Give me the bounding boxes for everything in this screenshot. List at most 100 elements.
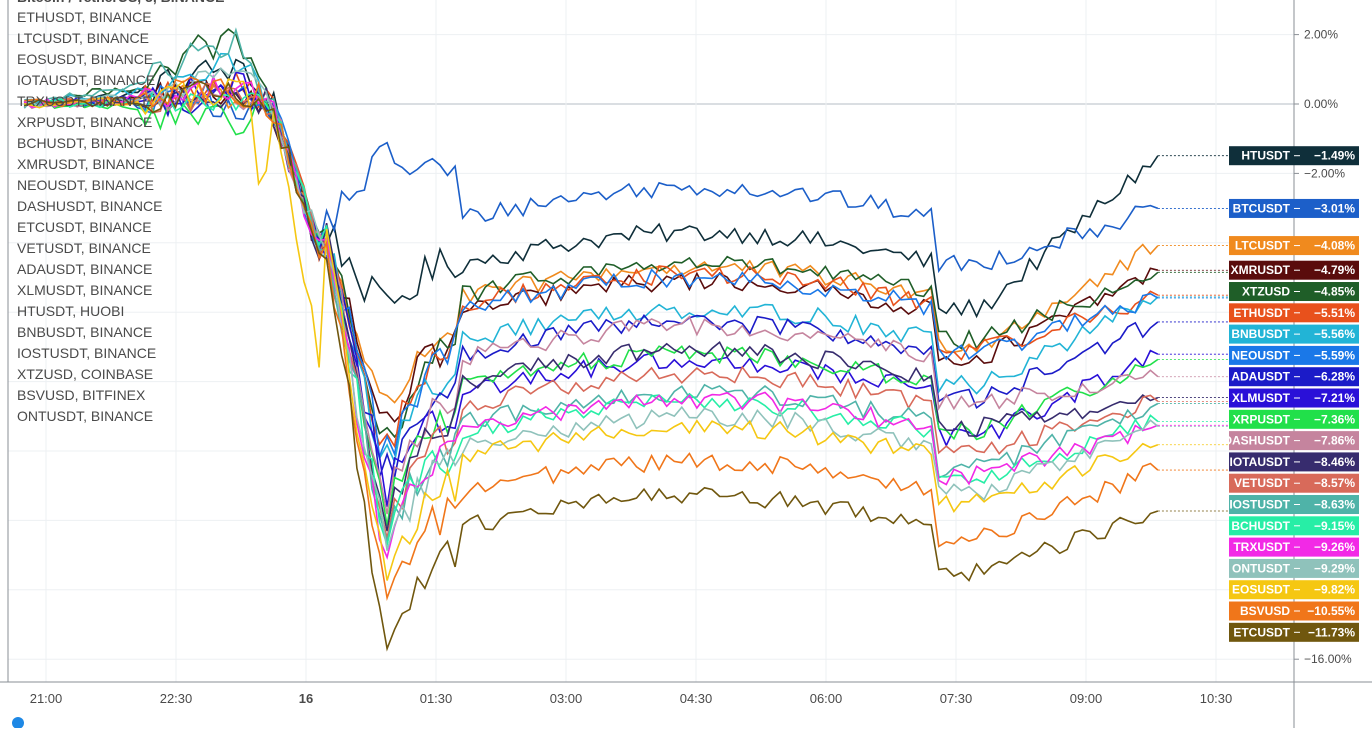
legend-item[interactable]: ETHUSDT, BINANCE bbox=[17, 9, 152, 25]
tag-series-name: XRPUSDT bbox=[1233, 412, 1291, 426]
price-tag-ethusdt: ETHUSDT −5.51% bbox=[1157, 294, 1359, 323]
y-tick-label: 0.00% bbox=[1304, 97, 1338, 111]
tag-value-box bbox=[1295, 345, 1359, 365]
series-line-iotausdt bbox=[23, 87, 1159, 532]
tag-name-box bbox=[1229, 282, 1295, 302]
price-tag-ltcusdt: LTCUSDT −4.08% bbox=[1157, 236, 1359, 256]
tag-series-value: −9.15% bbox=[1314, 519, 1355, 533]
series-line-eosusdt bbox=[24, 78, 1159, 581]
price-tag-xlmusdt: XLMUSDT −7.21% bbox=[1157, 353, 1359, 408]
series-line-xtzusd bbox=[23, 28, 1159, 439]
x-tick-label: 21:00 bbox=[30, 691, 63, 706]
tag-name-box bbox=[1229, 495, 1295, 515]
legend-item[interactable]: XTZUSD, COINBASE bbox=[17, 366, 153, 382]
tag-name-box bbox=[1229, 260, 1295, 280]
series-line-ontusdt bbox=[23, 67, 1159, 551]
legend-item[interactable]: HTUSDT, HUOBI bbox=[17, 303, 124, 319]
legend-item[interactable]: BSVUSD, BITFINEX bbox=[17, 387, 146, 403]
series-line-ethusdt bbox=[24, 70, 1159, 449]
series-line-vetusdt bbox=[23, 82, 1159, 539]
grid bbox=[8, 0, 1294, 682]
legend-item[interactable]: EOSUSDT, BINANCE bbox=[17, 51, 153, 67]
legend-item[interactable]: IOTAUSDT, BINANCE bbox=[17, 72, 155, 88]
tag-value-box bbox=[1295, 260, 1359, 280]
source-dot-icon bbox=[12, 717, 24, 729]
x-tick-label: 22:30 bbox=[160, 691, 193, 706]
tag-series-name: NEOUSDT bbox=[1231, 348, 1290, 362]
tag-series-value: −4.79% bbox=[1314, 263, 1355, 277]
price-tag-xrpusdt: XRPUSDT −7.36% bbox=[1157, 358, 1359, 429]
legend-item[interactable]: LTCUSDT, BINANCE bbox=[17, 30, 149, 46]
tag-series-value: −7.86% bbox=[1314, 434, 1355, 448]
price-tag-xmrusdt: XMRUSDT −4.79% bbox=[1157, 260, 1359, 280]
tag-series-name: ONTUSDT bbox=[1232, 561, 1291, 575]
legend-item[interactable]: ADAUSDT, BINANCE bbox=[17, 261, 152, 277]
tag-series-name: DASHUSDT bbox=[1223, 434, 1290, 448]
tag-series-value: −10.55% bbox=[1307, 604, 1355, 618]
tag-name-box bbox=[1229, 236, 1295, 256]
legend-item[interactable]: XLMUSDT, BINANCE bbox=[17, 282, 152, 298]
tag-series-name: TRXUSDT bbox=[1233, 540, 1290, 554]
tag-series-value: −6.28% bbox=[1314, 370, 1355, 384]
tag-name-box bbox=[1229, 367, 1295, 387]
tag-series-name: VETUSDT bbox=[1234, 476, 1291, 490]
tag-name-box bbox=[1229, 324, 1295, 344]
legend-item[interactable]: VETUSDT, BINANCE bbox=[17, 240, 151, 256]
price-tag-ontusdt: ONTUSDT −9.29% bbox=[1157, 425, 1359, 578]
legend-item[interactable]: ONTUSDT, BINANCE bbox=[17, 408, 153, 424]
series-line-bnbusdt bbox=[24, 52, 1159, 465]
price-tags: HTUSDT −1.49% BTCUSDT −3.01% LTCUSDT −4.08% XM… bbox=[1157, 146, 1359, 642]
legend-item[interactable]: BCHUSDT, BINANCE bbox=[17, 135, 153, 151]
legend-item[interactable]: TRXUSDT, BINANCE bbox=[17, 93, 152, 109]
y-tick-label: 2.00% bbox=[1304, 28, 1338, 42]
tag-series-value: −5.51% bbox=[1314, 306, 1355, 320]
tag-value-box bbox=[1295, 303, 1359, 323]
price-tag-adausdt: ADAUSDT −6.28% bbox=[1157, 321, 1359, 387]
tag-series-name: BTCUSDT bbox=[1233, 201, 1291, 215]
y-tick-label: −16.00% bbox=[1304, 652, 1352, 666]
tag-series-value: −1.49% bbox=[1314, 149, 1355, 163]
tag-name-box bbox=[1229, 146, 1295, 166]
tag-series-name: BCHUSDT bbox=[1231, 519, 1290, 533]
tag-series-name: XLMUSDT bbox=[1232, 391, 1291, 405]
x-tick-label: 03:00 bbox=[550, 691, 583, 706]
legend-item[interactable]: XMRUSDT, BINANCE bbox=[17, 156, 155, 172]
x-tick-label: 06:00 bbox=[810, 691, 843, 706]
tag-series-name: BNBUSDT bbox=[1231, 327, 1290, 341]
price-tag-trxusdt: TRXUSDT −9.26% bbox=[1157, 424, 1359, 557]
series-line-bchusdt bbox=[24, 90, 1159, 548]
legend-item[interactable]: DASHUSDT, BINANCE bbox=[17, 198, 162, 214]
tag-series-name: IOTAUSDT bbox=[1230, 455, 1291, 469]
series-line-adausdt bbox=[23, 83, 1159, 481]
tag-series-value: −7.36% bbox=[1314, 412, 1355, 426]
tag-value-box bbox=[1295, 558, 1359, 578]
series-line-xrpusdt bbox=[24, 93, 1159, 526]
legend-item[interactable]: BNBUSDT, BINANCE bbox=[17, 324, 152, 340]
series-line-neousdt bbox=[24, 80, 1159, 457]
tag-value-box bbox=[1295, 473, 1359, 493]
tag-name-box bbox=[1229, 537, 1295, 557]
series-line-htusdt bbox=[23, 58, 1159, 319]
tag-series-value: −4.08% bbox=[1314, 239, 1355, 253]
tag-series-name: EOSUSDT bbox=[1232, 583, 1291, 597]
tag-series-value: −7.21% bbox=[1314, 391, 1355, 405]
tag-name-box bbox=[1229, 345, 1295, 365]
price-tag-bsvusd: BSVUSD −10.55% bbox=[1157, 469, 1359, 621]
legend-item[interactable]: XRPUSDT, BINANCE bbox=[17, 114, 152, 130]
tag-name-box bbox=[1229, 198, 1295, 218]
tag-name-box bbox=[1229, 388, 1295, 408]
tag-series-value: −3.01% bbox=[1314, 201, 1355, 215]
tag-value-box bbox=[1295, 452, 1359, 472]
price-tag-iotausdt: IOTAUSDT −8.46% bbox=[1157, 397, 1359, 472]
legend-item[interactable]: IOSTUSDT, BINANCE bbox=[17, 345, 156, 361]
price-tag-xtzusd: XTZUSD −4.85% bbox=[1157, 271, 1359, 302]
legend-item[interactable]: ETCUSDT, BINANCE bbox=[17, 219, 152, 235]
price-tag-etcusdt: ETCUSDT −11.73% bbox=[1157, 510, 1359, 642]
legend-item[interactable]: NEOUSDT, BINANCE bbox=[17, 177, 154, 193]
tag-series-value: −9.26% bbox=[1314, 540, 1355, 554]
tag-series-value: −8.63% bbox=[1314, 498, 1355, 512]
tag-name-box bbox=[1229, 622, 1295, 642]
price-tag-dashusdt: DASHUSDT −7.86% bbox=[1157, 376, 1359, 451]
tag-series-value: −11.73% bbox=[1308, 625, 1355, 639]
